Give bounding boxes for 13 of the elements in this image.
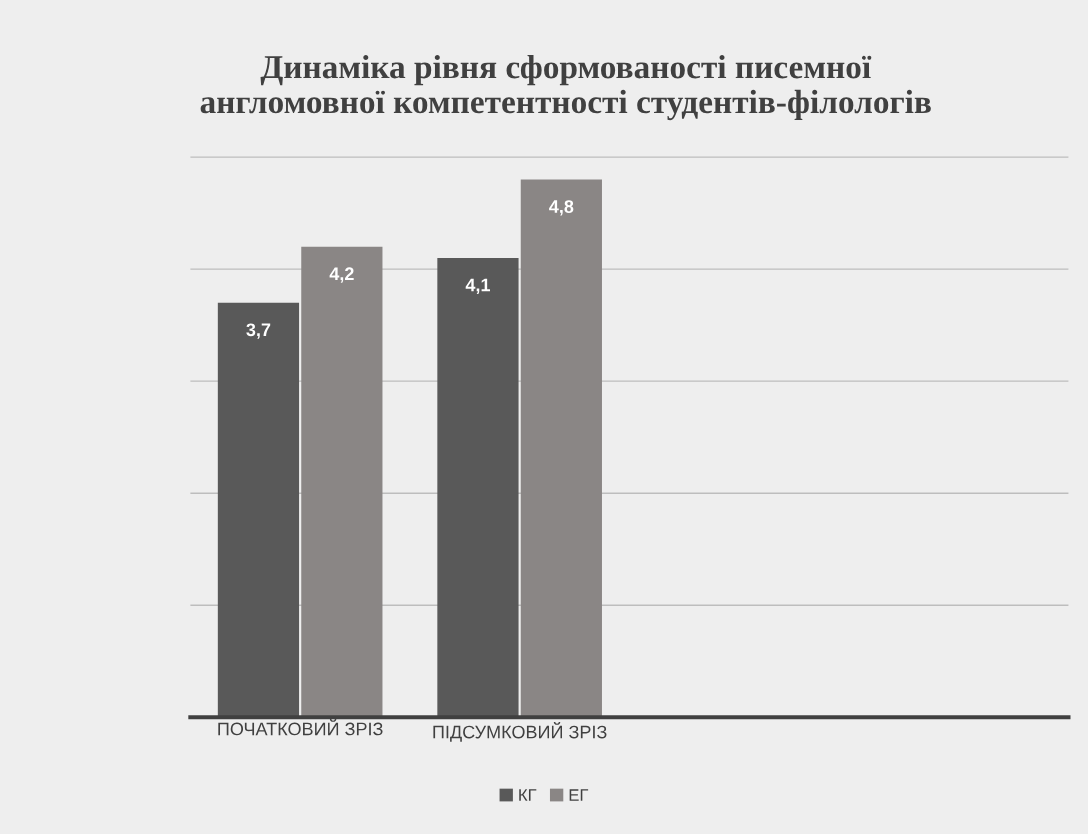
data-label: 4,1 (465, 278, 490, 294)
data-label: 4,8 (549, 200, 574, 216)
data-label: 4,2 (329, 267, 354, 283)
bar (437, 257, 519, 718)
x-tick-label: ПІДСУМКОВИЙ ЗРІЗ (433, 721, 607, 742)
bar (217, 302, 300, 718)
bar (520, 179, 602, 718)
legend-label: КГ (519, 789, 537, 801)
bar (301, 246, 383, 718)
legend-label: ЕГ (569, 789, 589, 801)
chart-title: Динаміка рівня сформованості писемної англомовної компетентності студентів-філологів (200, 54, 931, 121)
x-tick-label: ПОЧАТКОВИЙ ЗРІЗ (218, 718, 383, 736)
data-label: 3,7 (246, 323, 271, 339)
